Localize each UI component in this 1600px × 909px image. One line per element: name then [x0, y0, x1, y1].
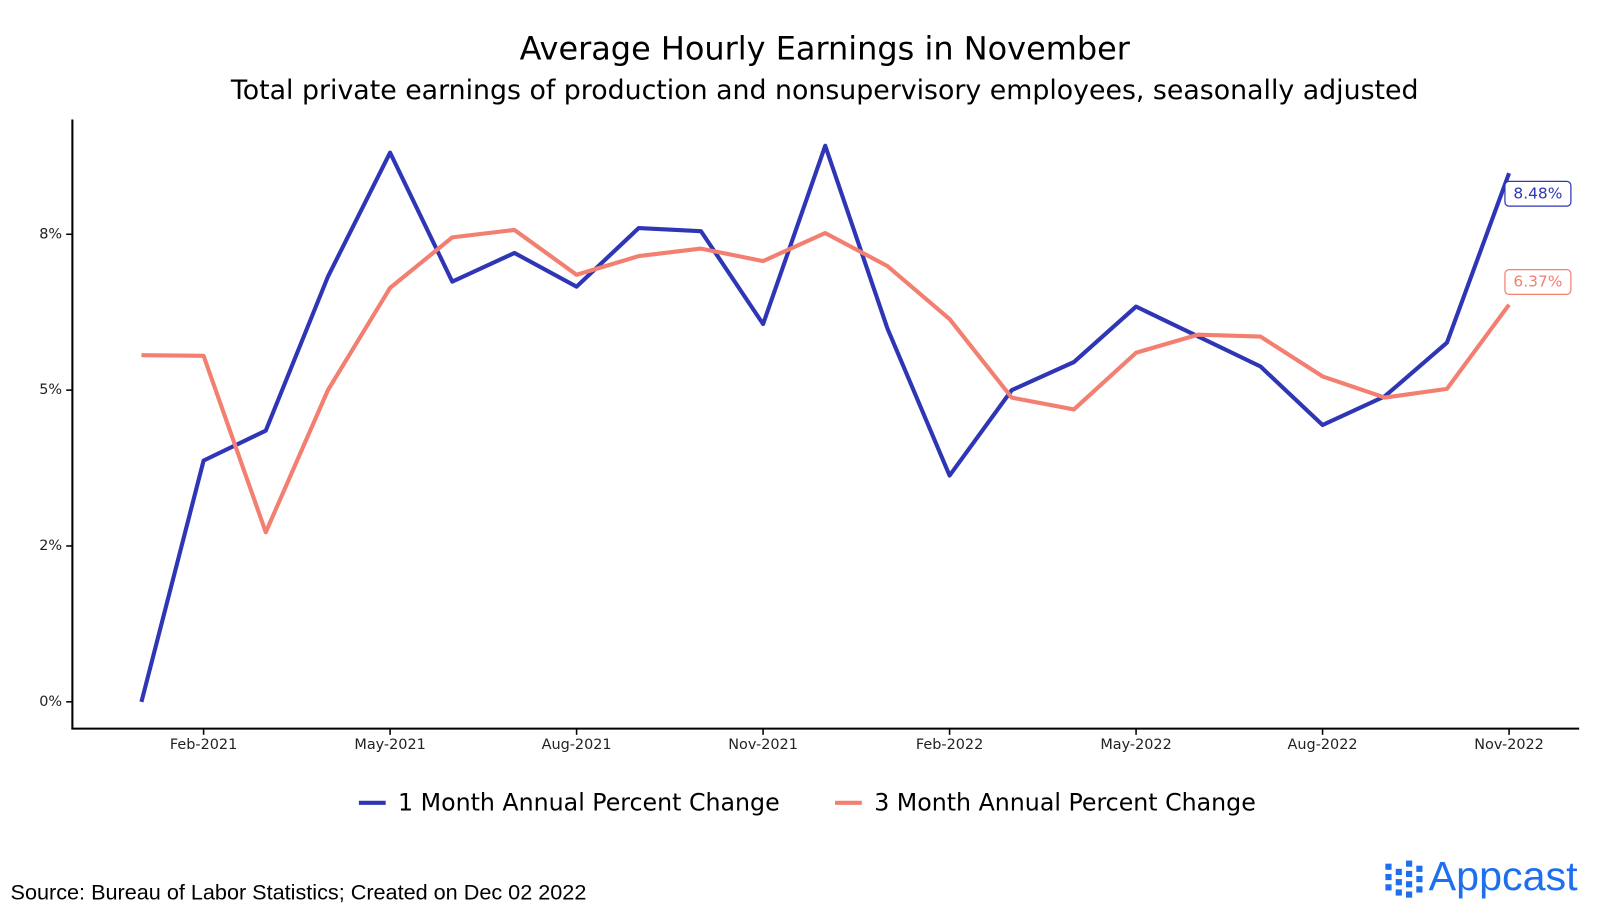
x-tick-label: Nov-2021: [728, 737, 798, 753]
x-tick-label: Aug-2021: [542, 737, 612, 753]
x-tick-label: May-2022: [1100, 737, 1171, 753]
chart-subtitle: Total private earnings of production and…: [230, 75, 1419, 106]
series-line: [141, 227, 1511, 535]
x-tick-label: Feb-2022: [916, 737, 983, 753]
logo: Appcast: [1385, 853, 1578, 899]
logo-text: Appcast: [1429, 853, 1578, 899]
x-tick-label: Aug-2022: [1288, 737, 1358, 753]
value-label: 6.37%: [1504, 269, 1572, 296]
y-tick-label: 8%: [39, 226, 62, 242]
value-label-text: 6.37%: [1513, 273, 1562, 291]
value-label-text: 8.48%: [1513, 184, 1562, 202]
source-note: Source: Bureau of Labor Statistics; Crea…: [11, 879, 587, 904]
x-tick-label: Nov-2022: [1474, 737, 1544, 753]
series-line: [139, 143, 1511, 703]
x-tick-label: Feb-2021: [170, 737, 237, 753]
y-tick-label: 5%: [39, 382, 62, 398]
value-label-box: [1504, 269, 1572, 296]
chart-title: Average Hourly Earnings in November: [520, 30, 1131, 68]
x-tick-label: May-2021: [354, 737, 425, 753]
legend-item: 3 Month Annual Percent Change: [835, 788, 1256, 816]
y-tick-label: 0%: [39, 694, 62, 710]
legend-item: 1 Month Annual Percent Change: [358, 788, 780, 816]
value-label-box: [1504, 180, 1572, 207]
value-label: 8.48%: [1504, 180, 1572, 207]
legend-label: 1 Month Annual Percent Change: [398, 788, 780, 816]
y-tick-label: 2%: [39, 538, 62, 554]
logo-icon: [1385, 860, 1423, 898]
legend-label: 3 Month Annual Percent Change: [874, 788, 1256, 816]
